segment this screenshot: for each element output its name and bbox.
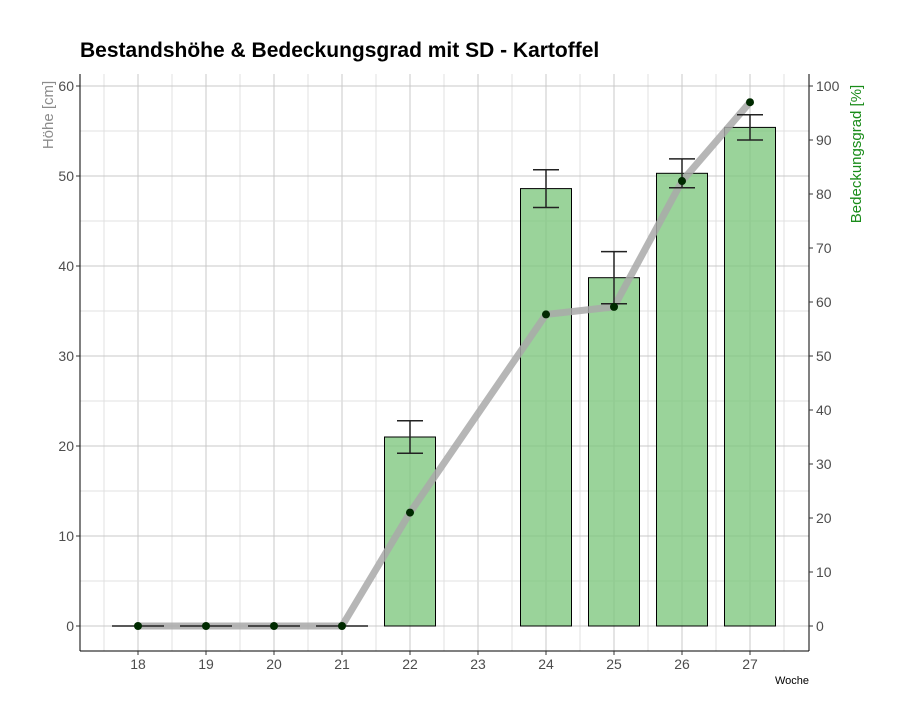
bar-27 bbox=[724, 126, 776, 627]
ticks: 0 10 20 30 40 50 60 0 10 20 30 40 50 60 70 80 90 100 18 19 2… bbox=[58, 78, 839, 672]
coverage-point-24 bbox=[542, 310, 550, 319]
tick-label-right: 70 bbox=[816, 240, 832, 256]
tick-label-x: 18 bbox=[130, 656, 146, 672]
coverage-point-21 bbox=[338, 622, 346, 630]
coverage-point-25 bbox=[610, 302, 618, 311]
coverage-point-18 bbox=[134, 622, 142, 630]
tick-label-x: 24 bbox=[538, 656, 554, 672]
axes bbox=[79, 74, 810, 652]
y-axis-title-right: Bedeckungsgrad [%] bbox=[848, 85, 865, 223]
coverage-point-27 bbox=[746, 98, 754, 107]
chart-title: Bestandshöhe & Bedeckungsgrad mit SD - K… bbox=[80, 39, 599, 62]
tick-label-right: 100 bbox=[816, 78, 840, 94]
tick-label-x: 19 bbox=[198, 656, 214, 672]
coverage-point-22 bbox=[406, 508, 414, 517]
bar-25 bbox=[588, 277, 640, 627]
tick-label-left: 50 bbox=[58, 168, 74, 184]
error-bar-27 bbox=[737, 114, 763, 141]
tick-label-left: 30 bbox=[58, 348, 74, 364]
tick-label-left: 10 bbox=[58, 528, 74, 544]
tick-label-right: 40 bbox=[816, 402, 832, 418]
tick-label-right: 80 bbox=[816, 186, 832, 202]
coverage-point-26 bbox=[678, 177, 686, 186]
bar-26 bbox=[656, 172, 708, 627]
tick-label-right: 30 bbox=[816, 456, 832, 472]
bar-24 bbox=[520, 188, 572, 627]
tick-label-left: 0 bbox=[66, 618, 74, 634]
y-axis-title-left: Höhe [cm] bbox=[40, 81, 57, 149]
tick-label-right: 90 bbox=[816, 132, 832, 148]
tick-label-left: 60 bbox=[58, 78, 74, 94]
tick-label-left: 40 bbox=[58, 258, 74, 274]
tick-label-right: 20 bbox=[816, 510, 832, 526]
tick-label-right: 50 bbox=[816, 348, 832, 364]
tick-label-x: 21 bbox=[334, 656, 350, 672]
coverage-point-20 bbox=[270, 622, 278, 630]
bars bbox=[384, 126, 776, 627]
coverage-point-19 bbox=[202, 622, 210, 630]
tick-label-x: 27 bbox=[742, 656, 758, 672]
error-bar-22 bbox=[397, 420, 423, 454]
tick-label-x: 26 bbox=[674, 656, 690, 672]
tick-label-x: 25 bbox=[606, 656, 622, 672]
tick-label-x: 22 bbox=[402, 656, 418, 672]
tick-label-right: 0 bbox=[816, 618, 824, 634]
error-bar-24 bbox=[533, 168, 559, 209]
tick-label-x: 20 bbox=[266, 656, 282, 672]
tick-label-right: 10 bbox=[816, 564, 832, 580]
tick-label-right: 60 bbox=[816, 294, 832, 310]
tick-label-x: 23 bbox=[470, 656, 486, 672]
x-axis-title: Woche bbox=[775, 675, 809, 687]
coverage-points bbox=[134, 98, 754, 630]
bar-22 bbox=[384, 436, 436, 627]
tick-label-left: 20 bbox=[58, 438, 74, 454]
